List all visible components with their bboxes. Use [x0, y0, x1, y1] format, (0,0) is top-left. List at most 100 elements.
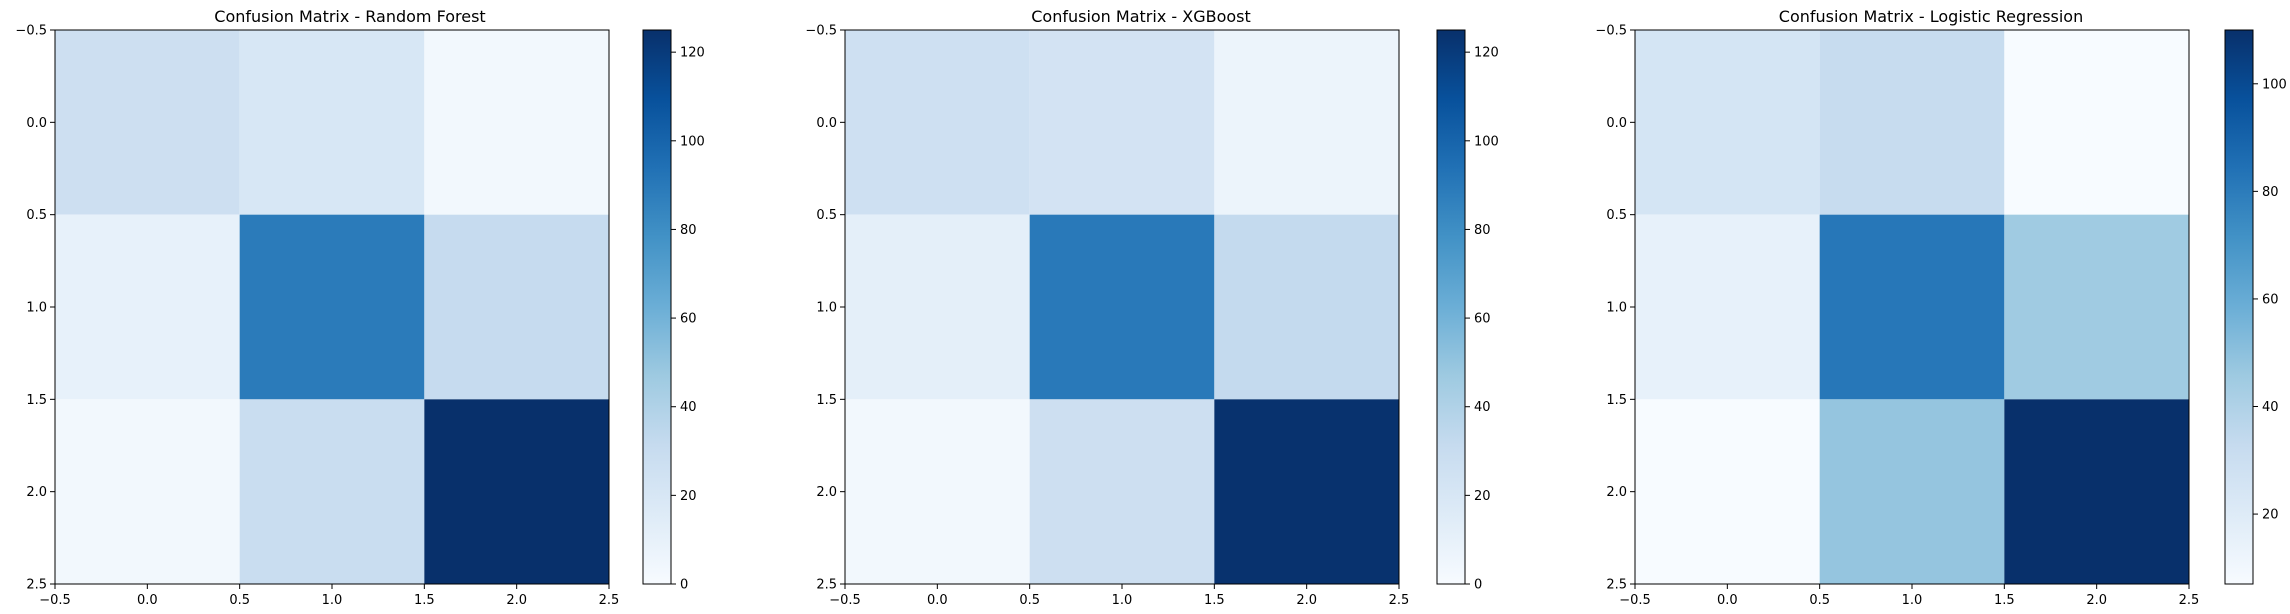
heatmap-cells — [1635, 30, 2189, 584]
y-tick-label: 2.0 — [816, 485, 837, 500]
y-tick-label: 0.0 — [816, 116, 837, 131]
x-tick-label: 1.5 — [1994, 593, 2015, 608]
chart-title: Confusion Matrix - Logistic Regression — [1779, 7, 2083, 26]
y-axis-ticks: −0.5 0.0 0.5 1.0 1.5 2.0 2.5 — [1595, 24, 1635, 593]
colorbar — [2224, 29, 2254, 585]
y-tick-label: 1.5 — [1606, 393, 1627, 408]
x-tick-label: 1.0 — [1112, 593, 1133, 608]
colorbar-tick-label: 60 — [2262, 292, 2279, 307]
y-tick-label: 1.0 — [1606, 301, 1627, 316]
heatmap-cell-r2-c1 — [1029, 399, 1215, 584]
colorbar-tick-label: 20 — [1474, 489, 1491, 504]
x-tick-label: −0.5 — [1619, 593, 1651, 608]
x-tick-label: 1.5 — [414, 593, 435, 608]
colorbar-tick-label: 80 — [680, 223, 697, 238]
colorbar-tick-label: 100 — [680, 134, 705, 149]
colorbar — [1436, 29, 1466, 585]
chart-panel-logistic-regression: Confusion Matrix - Logistic Regression −… — [1595, 7, 2286, 608]
x-tick-label: 0.5 — [1809, 593, 1830, 608]
x-tick-label: 2.0 — [1296, 593, 1317, 608]
heatmap-cell-r1-c2 — [2004, 214, 2189, 400]
heatmap-cell-r0-c0 — [845, 30, 1030, 215]
heatmap-cell-r0-c2 — [2004, 30, 2189, 215]
y-tick-label: 0.5 — [26, 208, 47, 223]
heatmap-cell-r2-c0 — [845, 399, 1030, 584]
y-tick-label: 2.0 — [1606, 485, 1627, 500]
colorbar-tick-label: 0 — [680, 578, 688, 593]
y-tick-label: −0.5 — [805, 24, 837, 39]
x-tick-label: 2.5 — [599, 593, 620, 608]
y-axis-ticks: −0.5 0.0 0.5 1.0 1.5 2.0 2.5 — [15, 24, 55, 593]
x-tick-label: 2.0 — [2086, 593, 2107, 608]
heatmap-cell-r1-c2 — [1214, 214, 1399, 400]
x-tick-label: 0.0 — [137, 593, 158, 608]
heatmap-cell-r0-c0 — [55, 30, 240, 215]
heatmap-cell-r1-c0 — [1635, 214, 1820, 400]
y-tick-label: −0.5 — [15, 24, 47, 39]
heatmap-cells — [55, 30, 609, 584]
heatmap-cell-r1-c1 — [1819, 214, 2005, 400]
x-tick-label: 0.0 — [927, 593, 948, 608]
colorbar-tick-label: 100 — [1474, 134, 1499, 149]
heatmap-cell-r1-c1 — [1029, 214, 1215, 400]
y-tick-label: 1.5 — [816, 393, 837, 408]
y-tick-label: 2.5 — [816, 578, 837, 593]
y-tick-label: 1.5 — [26, 393, 47, 408]
y-tick-label: 1.0 — [26, 301, 47, 316]
chart-panel-xgboost: Confusion Matrix - XGBoost −0.5 0.0 0.5 1.0… — [805, 7, 1498, 608]
chart-title: Confusion Matrix - Random Forest — [214, 7, 485, 26]
colorbar-tick-label: 40 — [2262, 400, 2279, 415]
heatmap-cell-r2-c0 — [55, 399, 240, 584]
heatmap-cell-r0-c1 — [239, 30, 425, 215]
heatmap-cell-r1-c0 — [845, 214, 1030, 400]
heatmap-cell-r2-c1 — [239, 399, 425, 584]
x-axis-ticks: −0.5 0.0 0.5 1.0 1.5 2.0 2.5 — [829, 584, 1409, 608]
heatmap-cell-r0-c0 — [1635, 30, 1820, 215]
heatmap-cell-r0-c1 — [1819, 30, 2005, 215]
y-axis-ticks: −0.5 0.0 0.5 1.0 1.5 2.0 2.5 — [805, 24, 845, 593]
heatmap-cell-r2-c2 — [2004, 399, 2189, 584]
chart-title: Confusion Matrix - XGBoost — [1031, 7, 1251, 26]
x-tick-label: −0.5 — [829, 593, 861, 608]
x-tick-label: 0.5 — [1019, 593, 1040, 608]
colorbar-tick-label: 40 — [680, 400, 697, 415]
heatmap-cell-r0-c2 — [1214, 30, 1399, 215]
x-axis-ticks: −0.5 0.0 0.5 1.0 1.5 2.0 2.5 — [39, 584, 619, 608]
colorbar-tick-label: 60 — [680, 312, 697, 327]
x-tick-label: 2.5 — [1389, 593, 1410, 608]
heatmap-cell-r2-c0 — [1635, 399, 1820, 584]
colorbar-ticks: 0 20 40 60 80 100 120 — [671, 46, 705, 593]
y-tick-label: 2.5 — [26, 578, 47, 593]
heatmap-cell-r2-c2 — [1214, 399, 1399, 584]
x-tick-label: 0.5 — [229, 593, 250, 608]
y-tick-label: 0.5 — [1606, 208, 1627, 223]
heatmap-cell-r0-c1 — [1029, 30, 1215, 215]
colorbar — [642, 29, 672, 585]
heatmap-cell-r1-c1 — [239, 214, 425, 400]
colorbar-tick-label: 60 — [1474, 312, 1491, 327]
y-tick-label: 0.0 — [26, 116, 47, 131]
colorbar-tick-label: 80 — [2262, 185, 2279, 200]
x-tick-label: 1.0 — [322, 593, 343, 608]
y-tick-label: −0.5 — [1595, 24, 1627, 39]
y-tick-label: 1.0 — [816, 301, 837, 316]
heatmap-cell-r2-c1 — [1819, 399, 2005, 584]
y-tick-label: 2.5 — [1606, 578, 1627, 593]
heatmap-cells — [845, 30, 1399, 584]
colorbar-tick-label: 80 — [1474, 223, 1491, 238]
x-tick-label: 1.0 — [1902, 593, 1923, 608]
x-tick-label: 2.5 — [2179, 593, 2200, 608]
colorbar-ticks: 0 20 40 60 80 100 120 — [1465, 46, 1499, 593]
y-tick-label: 2.0 — [26, 485, 47, 500]
x-tick-label: 2.0 — [506, 593, 527, 608]
colorbar-tick-label: 0 — [1474, 578, 1482, 593]
y-tick-label: 0.5 — [816, 208, 837, 223]
heatmap-cell-r1-c2 — [424, 214, 609, 400]
colorbar-tick-label: 20 — [2262, 508, 2279, 523]
y-tick-label: 0.0 — [1606, 116, 1627, 131]
colorbar-tick-label: 120 — [1474, 46, 1499, 61]
x-tick-label: −0.5 — [39, 593, 71, 608]
colorbar-ticks: 20 40 60 80 100 — [2253, 77, 2287, 523]
x-tick-label: 0.0 — [1717, 593, 1738, 608]
